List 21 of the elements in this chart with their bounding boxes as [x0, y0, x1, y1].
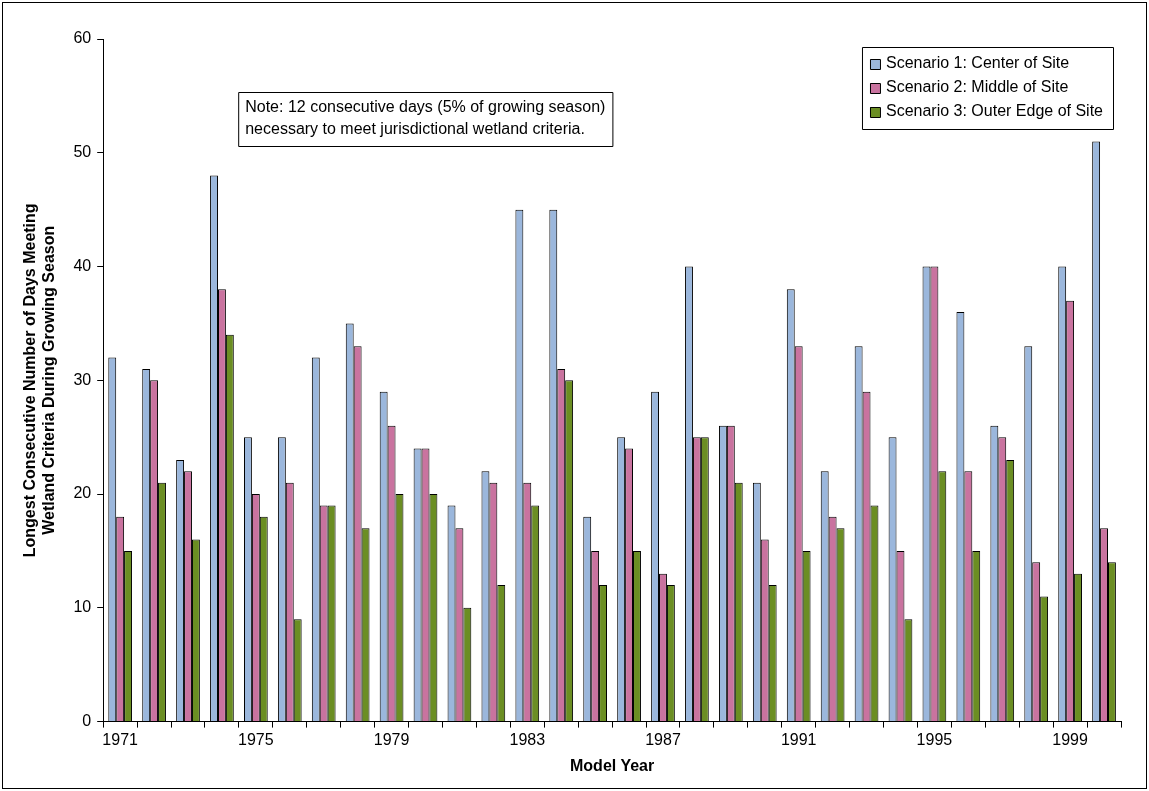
legend-label: Scenario 1: Center of Site: [885, 54, 1070, 72]
x-tick-label: 1991: [780, 730, 817, 748]
y-tick-label: 10: [73, 598, 92, 616]
x-tick-label: 1975: [238, 730, 274, 748]
y-tick-label: 0: [82, 712, 92, 730]
x-tick-label: 1999: [1052, 730, 1089, 748]
y-tick-label: 20: [73, 484, 92, 502]
x-axis-title: Model Year: [570, 756, 655, 774]
x-tick-label: 1979: [373, 730, 410, 748]
y-tick-label: 50: [73, 143, 92, 161]
y-axis-title: Longest Consecutive Number of Days Meeting Wetland Criteria During Growing Season: [21, 203, 58, 558]
y-tick-label: 40: [73, 256, 92, 274]
x-tick-label: 1983: [509, 730, 546, 748]
y-tick-label: 30: [73, 370, 92, 388]
x-tick-label: 1971: [102, 730, 139, 748]
x-tick-label: 1995: [916, 730, 953, 748]
x-tick-label: 1987: [645, 730, 681, 748]
legend-label: Scenario 2: Middle of Site: [885, 78, 1069, 96]
annotation: Note: 12 consecutive days (5% of growing season) necessary to meet jurisdictional wetland criteria.: [245, 98, 606, 138]
y-tick-label: 60: [73, 29, 92, 47]
legend-label: Scenario 3: Outer Edge of Site: [885, 102, 1104, 120]
